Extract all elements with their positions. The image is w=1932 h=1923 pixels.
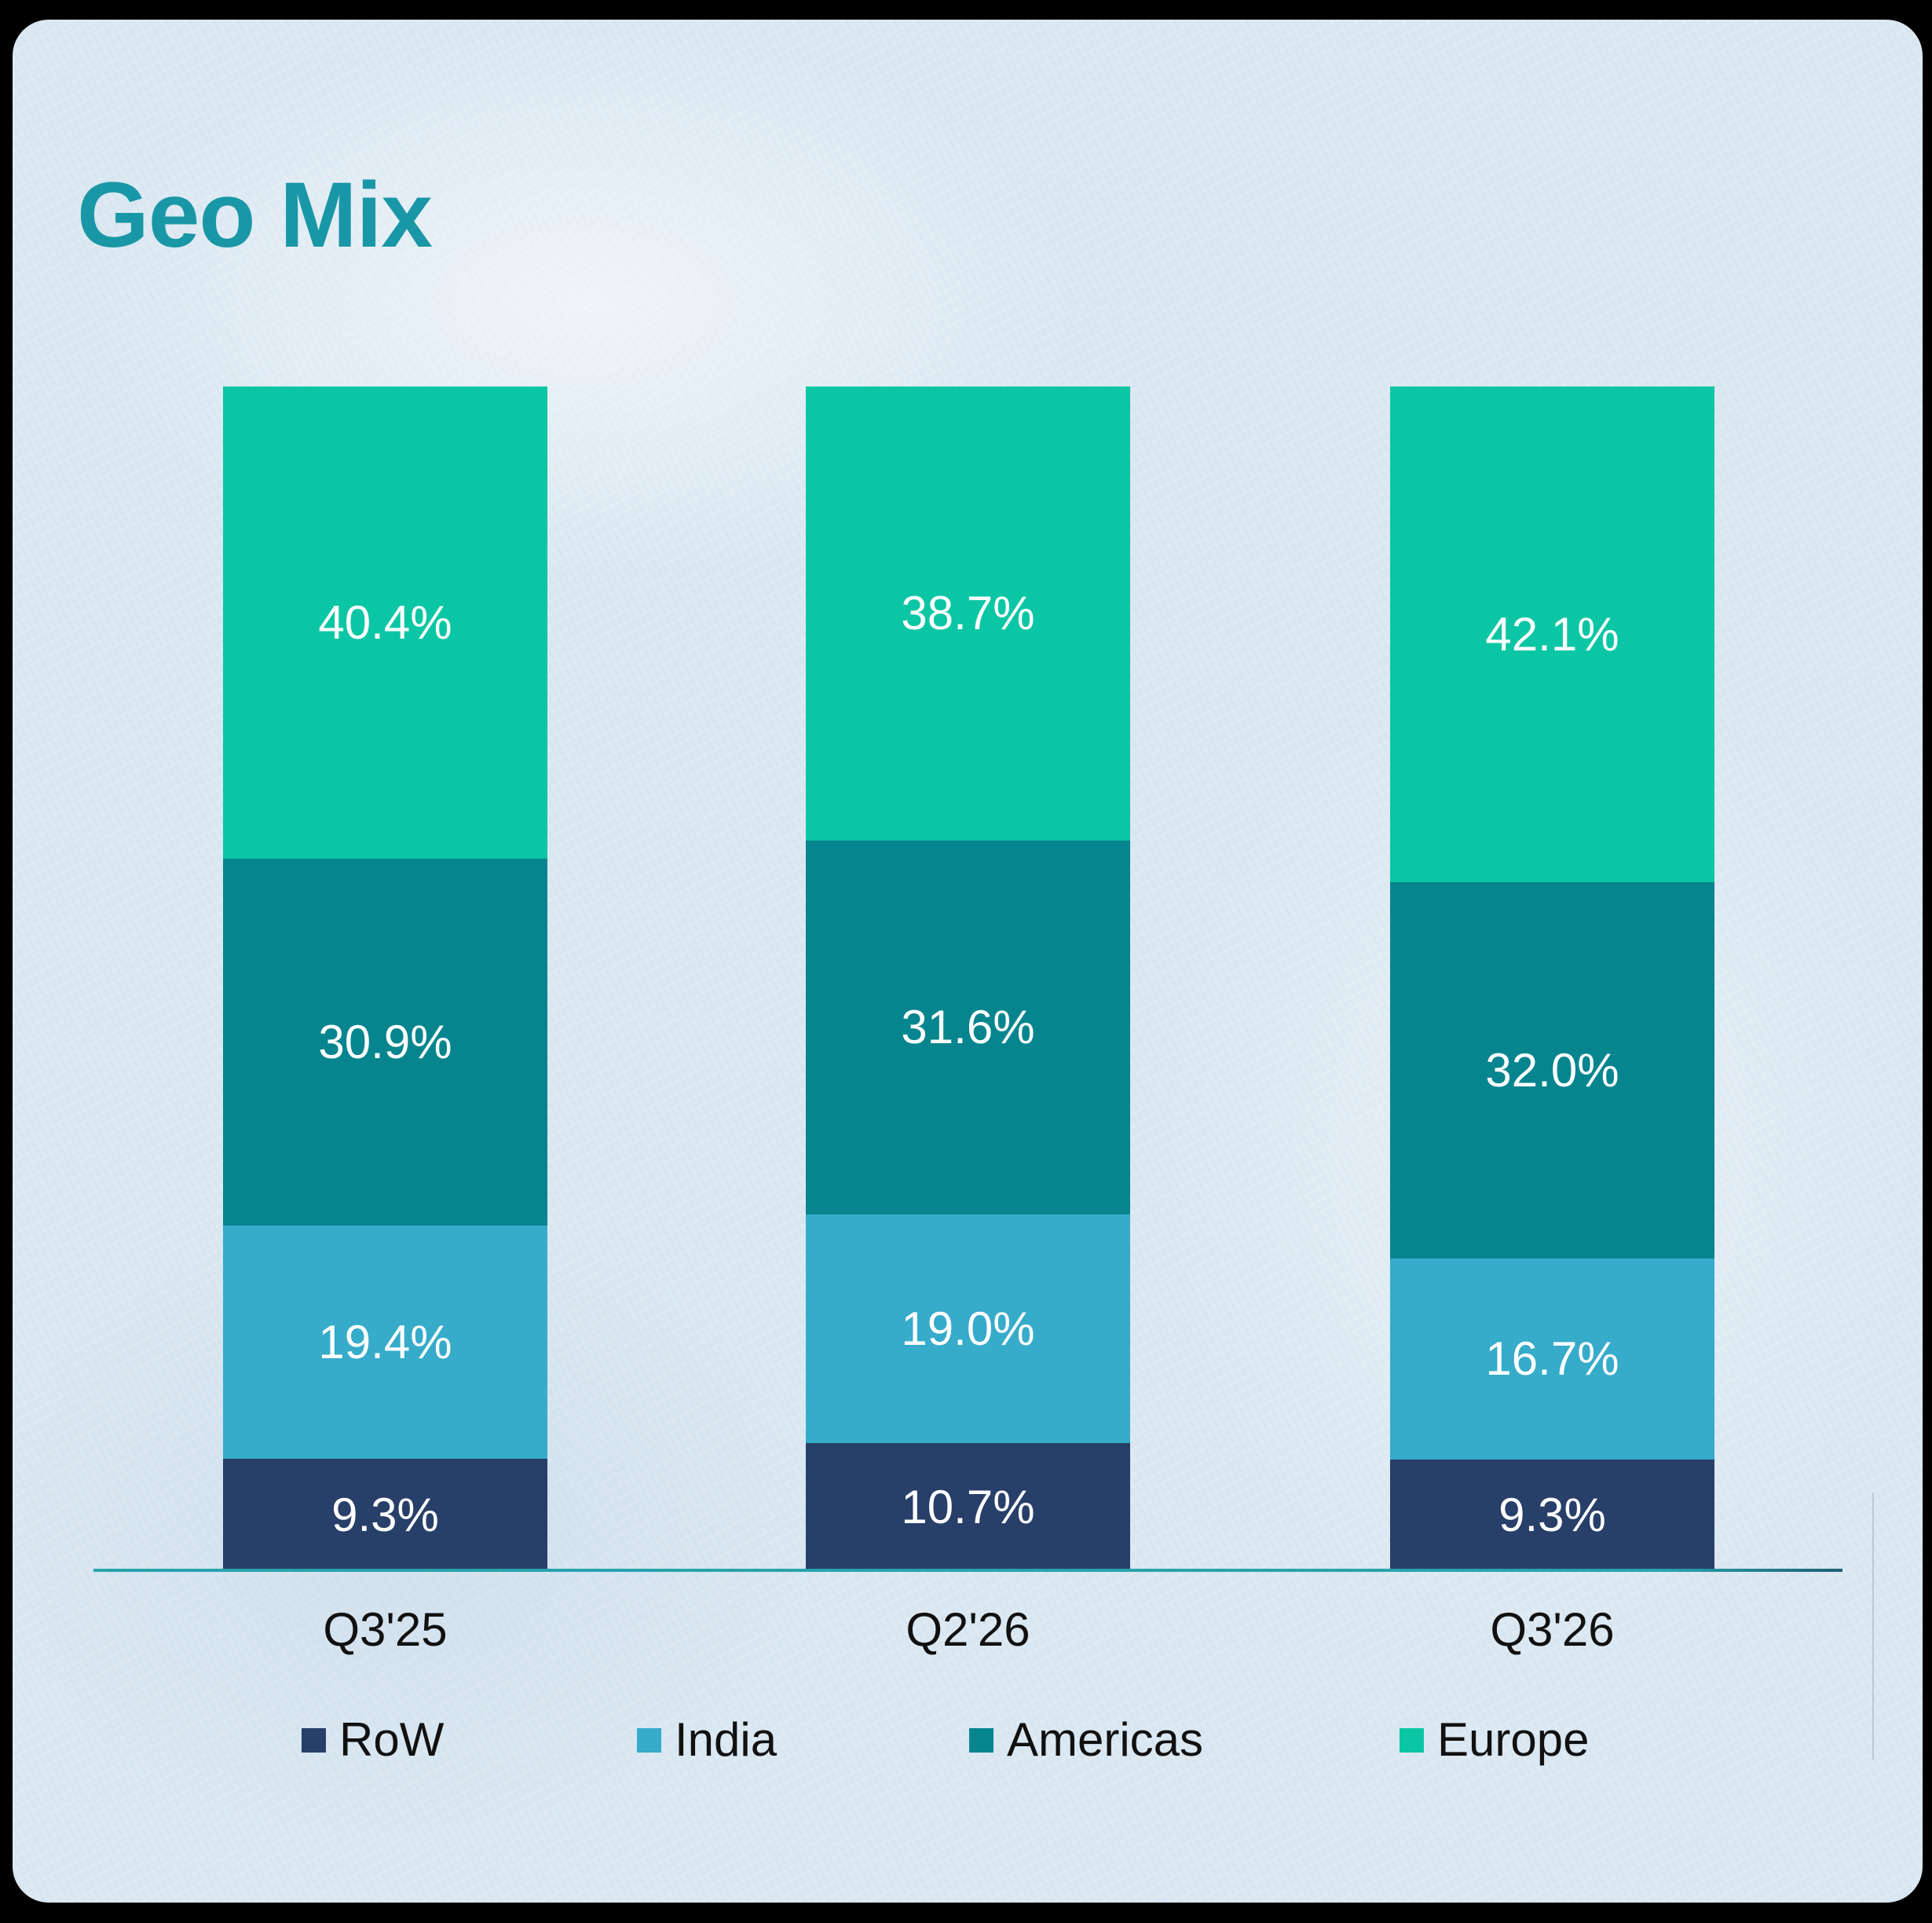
value-label: 30.9% [318, 1015, 452, 1068]
legend-item-europe: Europe [1400, 1712, 1589, 1767]
legend-swatch-icon [1400, 1727, 1424, 1753]
legend-item-row: RoW [302, 1712, 444, 1767]
segment-americas: 30.9% [223, 859, 547, 1225]
value-label: 31.6% [901, 1001, 1035, 1053]
segment-india: 16.7% [1390, 1258, 1714, 1460]
segment-americas: 31.6% [806, 841, 1130, 1214]
chart-title: Geo Mix [77, 163, 433, 267]
segment-india: 19.4% [223, 1225, 547, 1459]
bar-q3-25: 40.4% 30.9% 19.4% 9.3% [223, 386, 547, 1571]
x-axis-label-q3-26: Q3'26 [1490, 1603, 1615, 1656]
value-label: 42.1% [1485, 607, 1619, 661]
legend-swatch-icon [969, 1727, 993, 1753]
value-label: 38.7% [901, 587, 1035, 639]
chart-card: Geo Mix 40.4% 30.9% 19.4% 9.3% 38.7% 31.… [13, 20, 1923, 1903]
segment-europe: 40.4% [223, 386, 547, 859]
segment-india: 19.0% [806, 1214, 1130, 1443]
segment-row: 9.3% [1390, 1460, 1714, 1571]
legend-label: Europe [1437, 1713, 1590, 1766]
divider-line [1872, 1493, 1874, 1760]
segment-americas: 32.0% [1390, 882, 1714, 1258]
segment-row: 10.7% [806, 1443, 1130, 1571]
value-label: 19.0% [901, 1302, 1035, 1355]
value-label: 10.7% [901, 1480, 1035, 1533]
value-label: 19.4% [318, 1315, 452, 1368]
legend-label: RoW [339, 1713, 445, 1766]
legend-label: Americas [1007, 1713, 1204, 1766]
value-label: 16.7% [1485, 1332, 1619, 1385]
legend-swatch-icon [637, 1727, 661, 1753]
segment-europe: 42.1% [1390, 386, 1714, 882]
bar-q3-26: 42.1% 32.0% 16.7% 9.3% [1390, 386, 1714, 1571]
x-axis-label-q3-25: Q3'25 [323, 1603, 448, 1656]
value-label: 32.0% [1485, 1043, 1619, 1097]
value-label: 9.3% [331, 1488, 439, 1541]
bar-q2-26: 38.7% 31.6% 19.0% 10.7% [806, 386, 1130, 1571]
segment-europe: 38.7% [806, 386, 1130, 841]
legend-item-americas: Americas [969, 1712, 1203, 1767]
value-label: 40.4% [318, 595, 452, 649]
segment-row: 9.3% [223, 1459, 547, 1571]
legend-label: India [675, 1713, 778, 1766]
legend-item-india: India [637, 1712, 777, 1767]
value-label: 9.3% [1498, 1489, 1606, 1541]
legend-swatch-icon [302, 1727, 326, 1753]
x-axis-label-q2-26: Q2'26 [906, 1603, 1030, 1656]
x-axis-line [93, 1569, 1842, 1572]
